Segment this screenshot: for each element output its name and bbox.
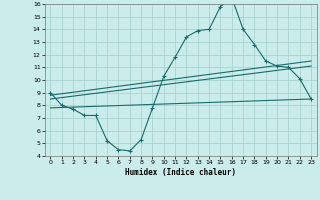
X-axis label: Humidex (Indice chaleur): Humidex (Indice chaleur) (125, 168, 236, 177)
